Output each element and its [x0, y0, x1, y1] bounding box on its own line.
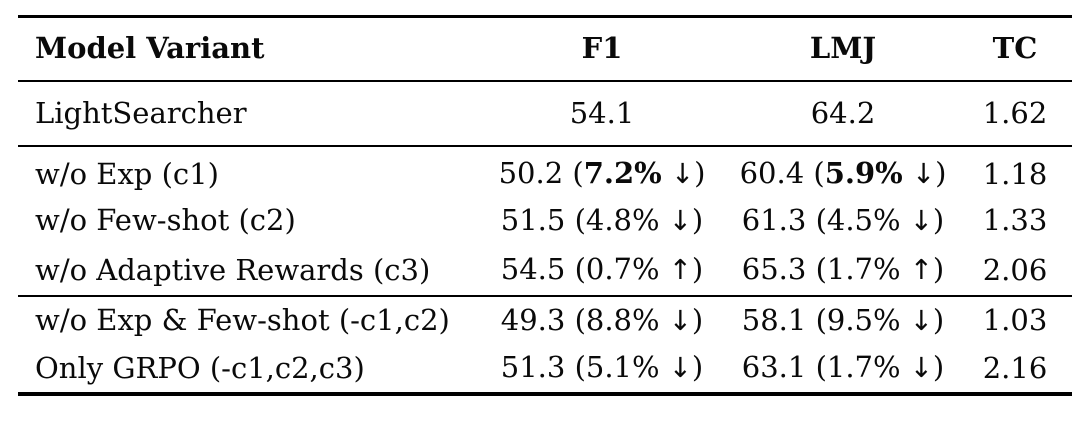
- tc-cell: 1.33: [982, 203, 1048, 237]
- column-header-model-variant: Model Variant: [35, 31, 265, 66]
- delta-percent: 7.2%: [583, 156, 662, 191]
- lmj-cell: 65.3 (1.7% ↑): [728, 246, 958, 296]
- f1-cell: 54.1: [569, 95, 635, 130]
- paren: ): [694, 156, 706, 191]
- down-arrow-icon: ↓: [909, 304, 933, 337]
- variant-cell: w/o Exp (c1): [35, 156, 219, 191]
- paren: (: [815, 252, 827, 287]
- single-ablation-section: w/o Exp (c1) 50.2 (7.2% ↓) 60.4 (5.9% ↓)…: [18, 146, 1072, 296]
- variant-cell: w/o Exp & Few-shot (-c1,c2): [35, 303, 450, 337]
- paren: (: [574, 252, 586, 287]
- paren: (: [813, 156, 825, 191]
- paren: (: [574, 302, 586, 337]
- metric-value: 61.3: [741, 202, 807, 237]
- metric-value: 60.4: [739, 156, 805, 191]
- metric-value: 63.1: [741, 350, 807, 385]
- paren: (: [815, 202, 827, 237]
- metric-value: 51.5: [500, 202, 566, 237]
- table-row: w/o Adaptive Rewards (c3) 54.5 (0.7% ↑) …: [18, 246, 1072, 296]
- paren: (: [572, 156, 584, 191]
- down-arrow-icon: ↓: [909, 204, 933, 237]
- variant-cell: w/o Adaptive Rewards (c3): [35, 252, 431, 287]
- paren: (: [815, 350, 827, 385]
- up-arrow-icon: ↑: [668, 254, 692, 287]
- paren: ): [932, 252, 945, 287]
- column-header-lmj: LMJ: [809, 31, 877, 66]
- column-header-tc: TC: [992, 31, 1038, 66]
- delta-percent: 1.7%: [826, 252, 901, 287]
- up-arrow-icon: ↑: [909, 254, 933, 287]
- delta-percent: 1.7%: [826, 350, 901, 385]
- paren: (: [574, 350, 586, 385]
- table-row: Only GRPO (-c1,c2,c3) 51.3 (5.1% ↓) 63.1…: [18, 345, 1072, 394]
- variant-cell: w/o Few-shot (c2): [35, 203, 296, 237]
- baseline-section: LightSearcher 54.1 64.2 1.62: [18, 81, 1072, 146]
- metric-value: 51.3: [500, 350, 566, 385]
- metric-value: 65.3: [741, 252, 807, 287]
- combined-ablation-section: w/o Exp & Few-shot (-c1,c2) 49.3 (8.8% ↓…: [18, 296, 1072, 394]
- table-row: w/o Exp (c1) 50.2 (7.2% ↓) 60.4 (5.9% ↓)…: [18, 146, 1072, 196]
- lmj-cell: 61.3 (4.5% ↓): [728, 196, 958, 246]
- metric-value: 50.2: [498, 156, 564, 191]
- tc-cell: 2.16: [982, 350, 1048, 385]
- down-arrow-icon: ↓: [909, 352, 933, 385]
- lmj-cell: 60.4 (5.9% ↓): [728, 146, 958, 196]
- f1-cell: 51.5 (4.8% ↓): [476, 196, 728, 246]
- down-arrow-icon: ↓: [670, 158, 695, 191]
- down-arrow-icon: ↓: [668, 352, 692, 385]
- f1-cell: 49.3 (8.8% ↓): [476, 296, 728, 345]
- paren: ): [932, 302, 945, 337]
- down-arrow-icon: ↓: [668, 304, 692, 337]
- paren: ): [691, 350, 704, 385]
- f1-cell: 50.2 (7.2% ↓): [476, 146, 728, 196]
- table-row: w/o Few-shot (c2) 51.5 (4.8% ↓) 61.3 (4.…: [18, 196, 1072, 246]
- paren: ): [932, 202, 945, 237]
- header-row: Model Variant F1 LMJ TC: [18, 17, 1072, 81]
- lmj-cell: 63.1 (1.7% ↓): [728, 345, 958, 394]
- ablation-results-table: Model Variant F1 LMJ TC LightSearcher 54…: [18, 15, 1072, 396]
- tc-cell: 1.62: [982, 95, 1048, 130]
- paren: ): [691, 202, 704, 237]
- delta-percent: 5.9%: [824, 156, 903, 191]
- tc-cell: 1.18: [982, 156, 1048, 191]
- table-row-baseline: LightSearcher 54.1 64.2 1.62: [18, 81, 1072, 146]
- lmj-cell: 64.2: [810, 95, 876, 130]
- delta-percent: 0.7%: [585, 252, 660, 287]
- delta-percent: 8.8%: [585, 302, 660, 337]
- lmj-cell: 58.1 (9.5% ↓): [728, 296, 958, 345]
- f1-cell: 51.3 (5.1% ↓): [476, 345, 728, 394]
- metric-value: 54.5: [500, 252, 566, 287]
- down-arrow-icon: ↓: [911, 158, 936, 191]
- paren: (: [574, 202, 586, 237]
- table-header: Model Variant F1 LMJ TC: [18, 17, 1072, 81]
- variant-cell: LightSearcher: [35, 95, 247, 130]
- table-row: w/o Exp & Few-shot (-c1,c2) 49.3 (8.8% ↓…: [18, 296, 1072, 345]
- paren: (: [815, 302, 827, 337]
- metric-value: 49.3: [500, 302, 566, 337]
- column-header-f1: F1: [581, 31, 623, 66]
- tc-cell: 2.06: [982, 252, 1048, 287]
- metric-value: 58.1: [741, 302, 807, 337]
- delta-percent: 4.5%: [826, 202, 901, 237]
- paren: ): [691, 252, 704, 287]
- paren: ): [691, 302, 704, 337]
- variant-cell: Only GRPO (-c1,c2,c3): [35, 350, 365, 385]
- tc-cell: 1.03: [982, 303, 1048, 337]
- delta-percent: 4.8%: [585, 202, 660, 237]
- f1-cell: 54.5 (0.7% ↑): [476, 246, 728, 296]
- paren: ): [935, 156, 947, 191]
- delta-percent: 5.1%: [585, 350, 660, 385]
- paren: ): [932, 350, 945, 385]
- delta-percent: 9.5%: [826, 302, 901, 337]
- down-arrow-icon: ↓: [668, 204, 692, 237]
